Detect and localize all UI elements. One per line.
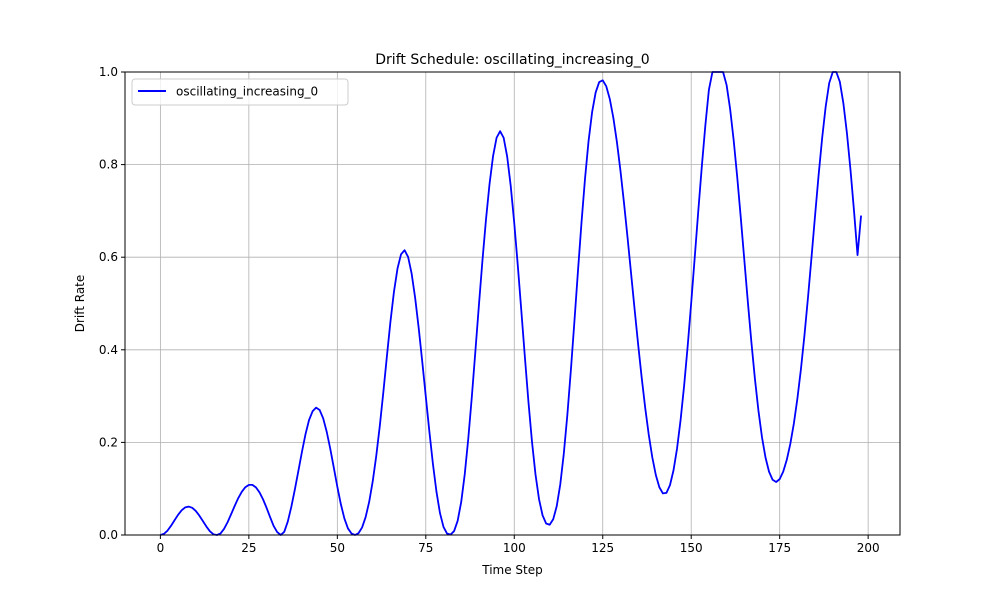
y-tick-label: 0.0 <box>99 528 118 542</box>
chart-title: Drift Schedule: oscillating_increasing_0 <box>375 52 649 68</box>
x-tick-label: 200 <box>857 541 880 555</box>
axis-ticks: 0 25 50 75 100 125 150 175 200 0.0 0.2 0.4 0.6 0.8 1.0 <box>99 65 880 555</box>
x-tick-label: 0 <box>157 541 165 555</box>
x-axis-label: Time Step <box>481 563 543 577</box>
series-layer <box>160 71 862 536</box>
legend: oscillating_increasing_0 <box>131 78 349 106</box>
x-tick-label: 125 <box>591 541 614 555</box>
y-tick-label: 0.4 <box>99 343 118 357</box>
x-tick-label: 150 <box>680 541 703 555</box>
y-tick-label: 0.8 <box>99 158 118 172</box>
y-tick-label: 1.0 <box>99 65 118 79</box>
y-axis-label: Drift Rate <box>73 275 87 333</box>
x-tick-label: 25 <box>241 541 256 555</box>
y-tick-label: 0.2 <box>99 435 118 449</box>
legend-box <box>131 78 349 106</box>
plot-area-frame <box>124 71 901 536</box>
y-tick-label: 0.6 <box>99 250 118 264</box>
x-tick-label: 50 <box>330 541 345 555</box>
x-tick-label: 75 <box>418 541 433 555</box>
x-tick-label: 100 <box>503 541 526 555</box>
legend-entry-label: oscillating_increasing_0 <box>176 85 318 99</box>
series-line <box>160 71 862 536</box>
x-tick-label: 175 <box>768 541 791 555</box>
